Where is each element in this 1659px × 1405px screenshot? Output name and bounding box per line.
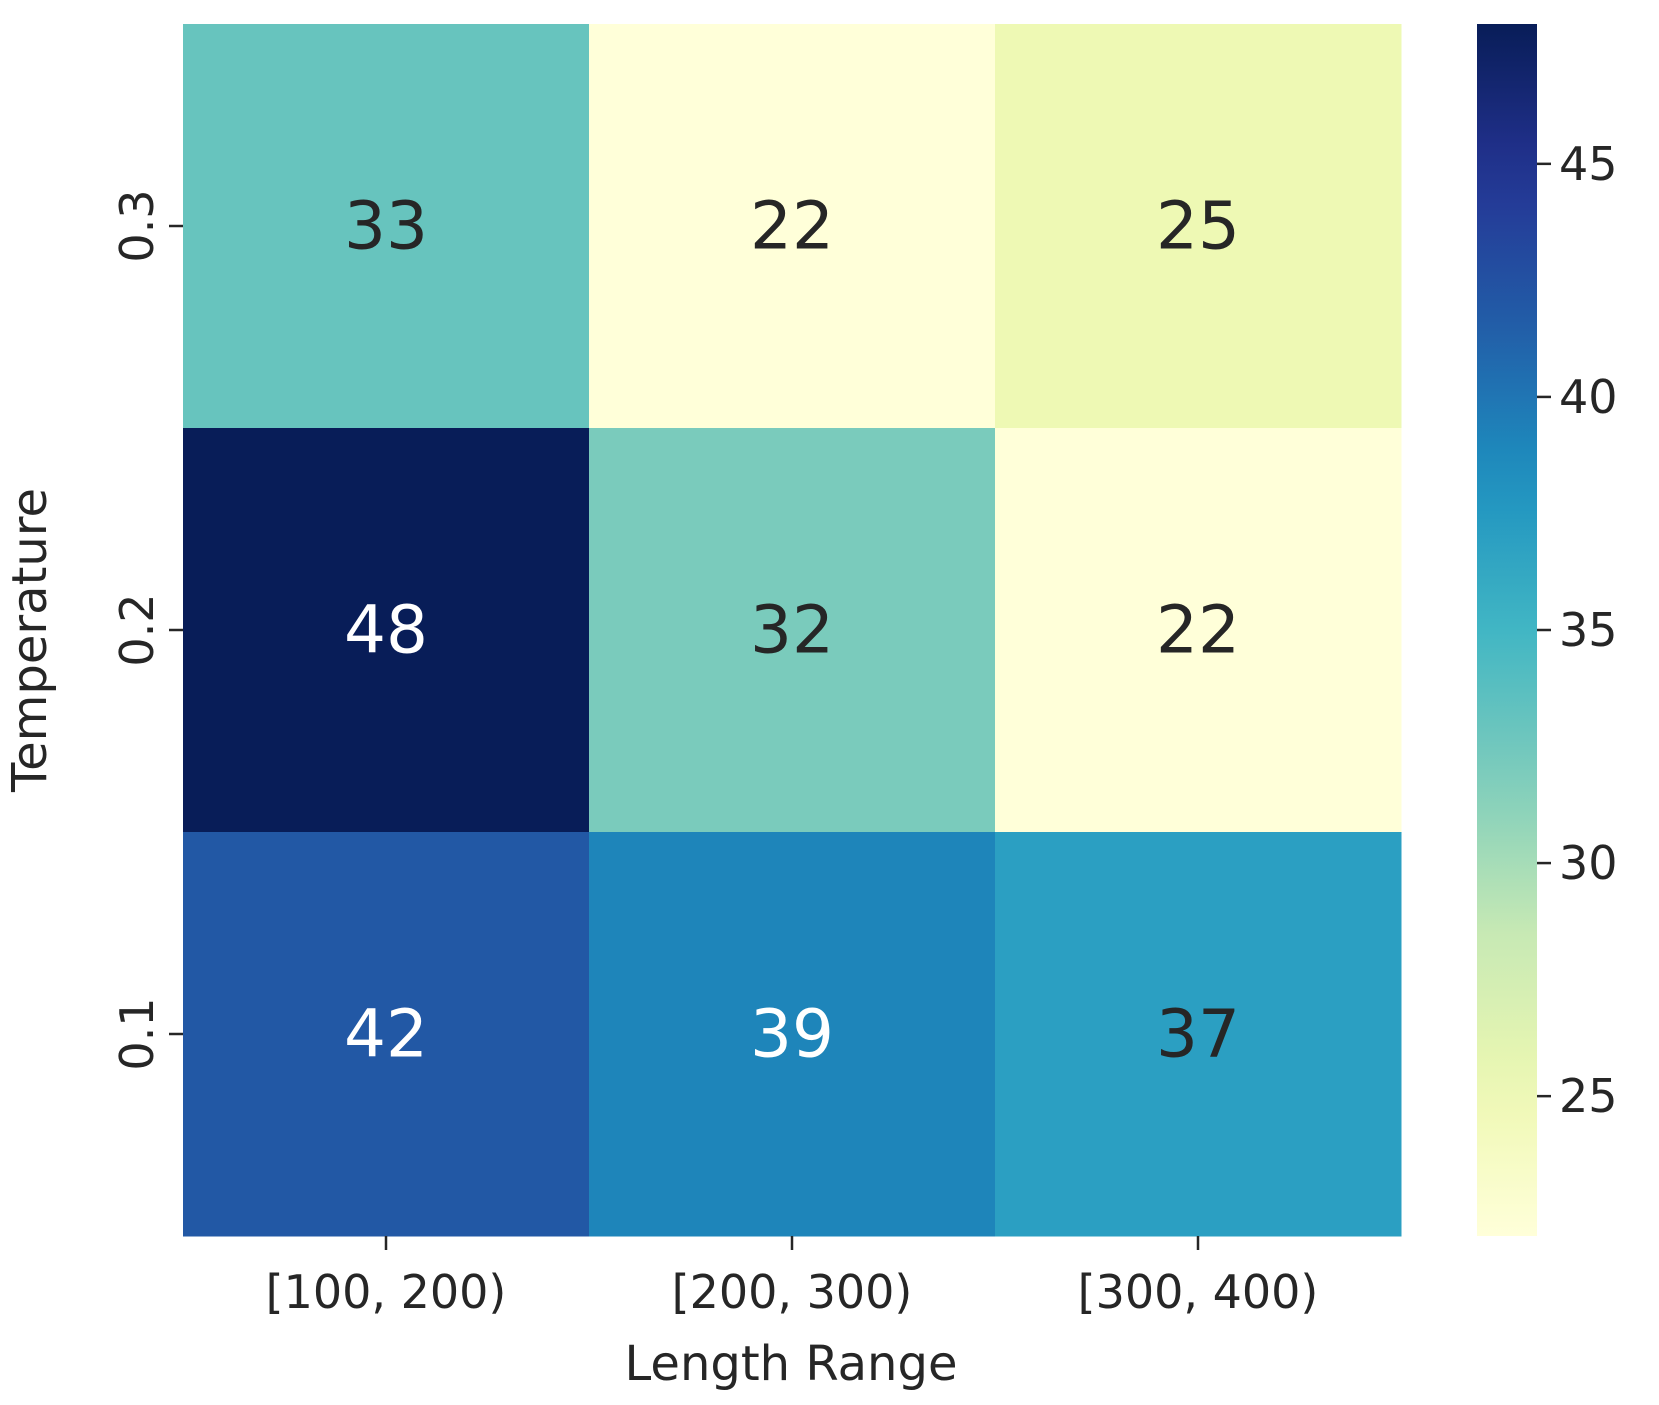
colorbar-tick-label: 30 [1559, 836, 1618, 890]
cell-annotation: 37 [1156, 996, 1240, 1073]
y-tick-label: 0.2 [110, 593, 164, 666]
heatmap-cell [589, 428, 996, 833]
heatmap-cell [183, 428, 590, 833]
y-tick-label: 0.3 [110, 189, 164, 262]
colorbar-tick-label: 40 [1559, 370, 1618, 424]
cell-annotation: 39 [750, 996, 834, 1073]
heatmap-cell [183, 832, 590, 1237]
cell-annotation: 32 [750, 592, 834, 669]
colorbar-gradient [1477, 24, 1537, 1236]
x-axis-label: Length Range [625, 1336, 958, 1392]
x-axis: [100, 200) [200, 300) [300, 400) [266, 1236, 1319, 1319]
heatmap-cell [589, 832, 996, 1237]
y-axis-label: Temperature [2, 488, 58, 793]
heatmap-cell [995, 428, 1402, 833]
x-tick-label: [100, 200) [266, 1265, 507, 1319]
cell-annotation: 42 [344, 996, 428, 1073]
heatmap-cell [995, 832, 1402, 1237]
colorbar-tick-label: 45 [1559, 137, 1618, 191]
x-tick-label: [200, 300) [672, 1265, 913, 1319]
y-axis: 0.3 0.2 0.1 [110, 189, 183, 1071]
cell-annotation: 22 [750, 188, 834, 265]
x-tick-label: [300, 400) [1078, 1265, 1319, 1319]
colorbar-tick-label: 25 [1559, 1069, 1618, 1123]
y-tick-label: 0.1 [110, 997, 164, 1070]
heatmap-cell [183, 24, 590, 429]
heatmap-cell [995, 24, 1402, 429]
colorbar-tick-label: 35 [1559, 603, 1618, 657]
heatmap-cell [589, 24, 996, 429]
cell-annotation: 33 [344, 188, 428, 265]
colorbar: 25 30 35 40 45 [1477, 24, 1618, 1236]
heatmap-cells [183, 24, 1402, 1237]
cell-annotation: 48 [344, 592, 428, 669]
cell-annotation: 22 [1156, 592, 1240, 669]
cell-annotation: 25 [1156, 188, 1240, 265]
cell-annotations: 33 22 25 48 32 22 42 39 37 [344, 188, 1240, 1073]
